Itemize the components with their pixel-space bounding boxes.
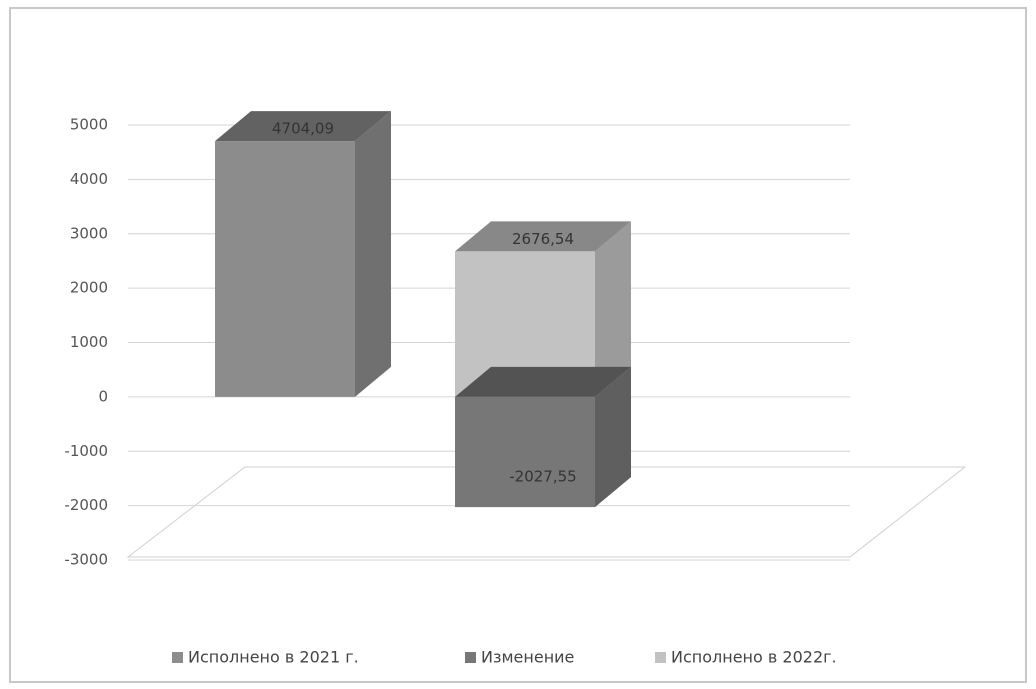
legend-swatch <box>655 652 666 663</box>
bar-side <box>595 366 631 508</box>
value-label: 2676,54 <box>512 230 574 248</box>
legend-label: Изменение <box>481 648 574 667</box>
bar-side <box>595 221 631 397</box>
y-tick-label: 3000 <box>70 224 108 242</box>
legend-label: Исполнено в 2022г. <box>671 648 837 667</box>
bar-top <box>215 111 391 142</box>
y-tick-label: 1000 <box>70 333 108 351</box>
bar-front <box>215 141 355 397</box>
legend-swatch <box>465 652 476 663</box>
bar-top <box>455 221 631 252</box>
bar-top <box>455 366 631 397</box>
y-tick-label: 5000 <box>70 116 108 134</box>
y-tick-label: -1000 <box>64 442 108 460</box>
y-tick-label: 4000 <box>70 170 108 188</box>
bar <box>455 366 631 508</box>
legend-swatch <box>172 652 183 663</box>
floor <box>126 466 967 558</box>
y-tick-label: -3000 <box>64 551 108 569</box>
y-tick-label: -2000 <box>64 496 108 514</box>
value-label: -2027,55 <box>509 468 576 486</box>
value-label: 4704,09 <box>272 120 334 138</box>
y-tick-label: 0 <box>98 387 108 405</box>
bar-front <box>455 396 595 508</box>
y-tick-label: 2000 <box>70 279 108 297</box>
bar-side <box>355 111 391 397</box>
legend-label: Исполнено в 2021 г. <box>188 648 359 667</box>
bar <box>215 111 391 397</box>
